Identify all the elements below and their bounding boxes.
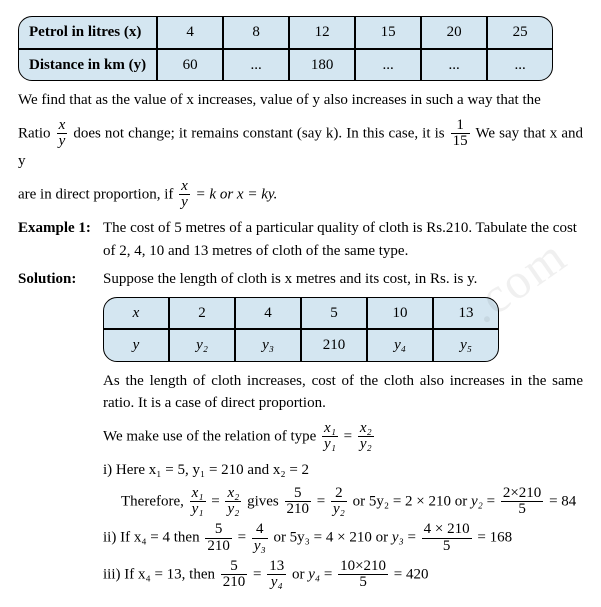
example-row: Example 1: The cost of 5 metres of a par… [18,217,583,262]
header-x: Petrol in litres (x) [18,16,157,49]
cloth-cost-table: x 2 4 5 10 13 y y₂ y₃ 210 y₄ y₅ [103,297,499,362]
relation-line: We make use of the relation of type x₁ y… [103,421,583,454]
frac-xy: x y [55,118,70,151]
solution-intro: Suppose the length of cloth is x metres … [103,268,583,291]
solution-row: Solution: Suppose the length of cloth is… [18,268,583,291]
para-2: Ratio x y does not change; it remains co… [18,118,583,173]
frac-1-15: 1 15 [449,118,472,151]
header-y: Distance in km (y) [18,49,157,82]
after-table-text: As the length of cloth increases, cost o… [103,370,583,415]
frac-x1y1: x₁ y₁ [320,421,340,454]
frac-x2y2: x₂ y₂ [356,421,376,454]
solution-label: Solution: [18,268,103,291]
example-label: Example 1: [18,217,103,262]
para-3: are in direct proportion, if x y = k or … [18,179,583,212]
petrol-distance-table: Petrol in litres (x) 4 8 12 15 20 25 Dis… [18,16,553,81]
step-iii: iii) If x₄ = 13, then 5210 = 13y₄ or y₄ … [103,559,583,592]
step-ii: ii) If x₄ = 4 then 5210 = 4y₃ or 5y₃ = 4… [103,522,583,555]
table-row: Distance in km (y) 60 ... 180 ... ... ..… [18,49,553,82]
table-row: Petrol in litres (x) 4 8 12 15 20 25 [18,16,553,49]
table-row: x 2 4 5 10 13 [103,297,499,330]
para-1: We find that as the value of x increases… [18,89,583,112]
step-i: Therefore, x₁y₁ = x₂y₂ gives 5210 = 2y₂ … [103,486,583,519]
frac-xy2: x y [177,179,192,212]
step-i-intro: i) Here x₁ = 5, y₁ = 210 and x₂ = 2 [103,459,583,482]
table-row: y y₂ y₃ 210 y₄ y₅ [103,329,499,362]
example-text: The cost of 5 metres of a particular qua… [103,217,583,262]
